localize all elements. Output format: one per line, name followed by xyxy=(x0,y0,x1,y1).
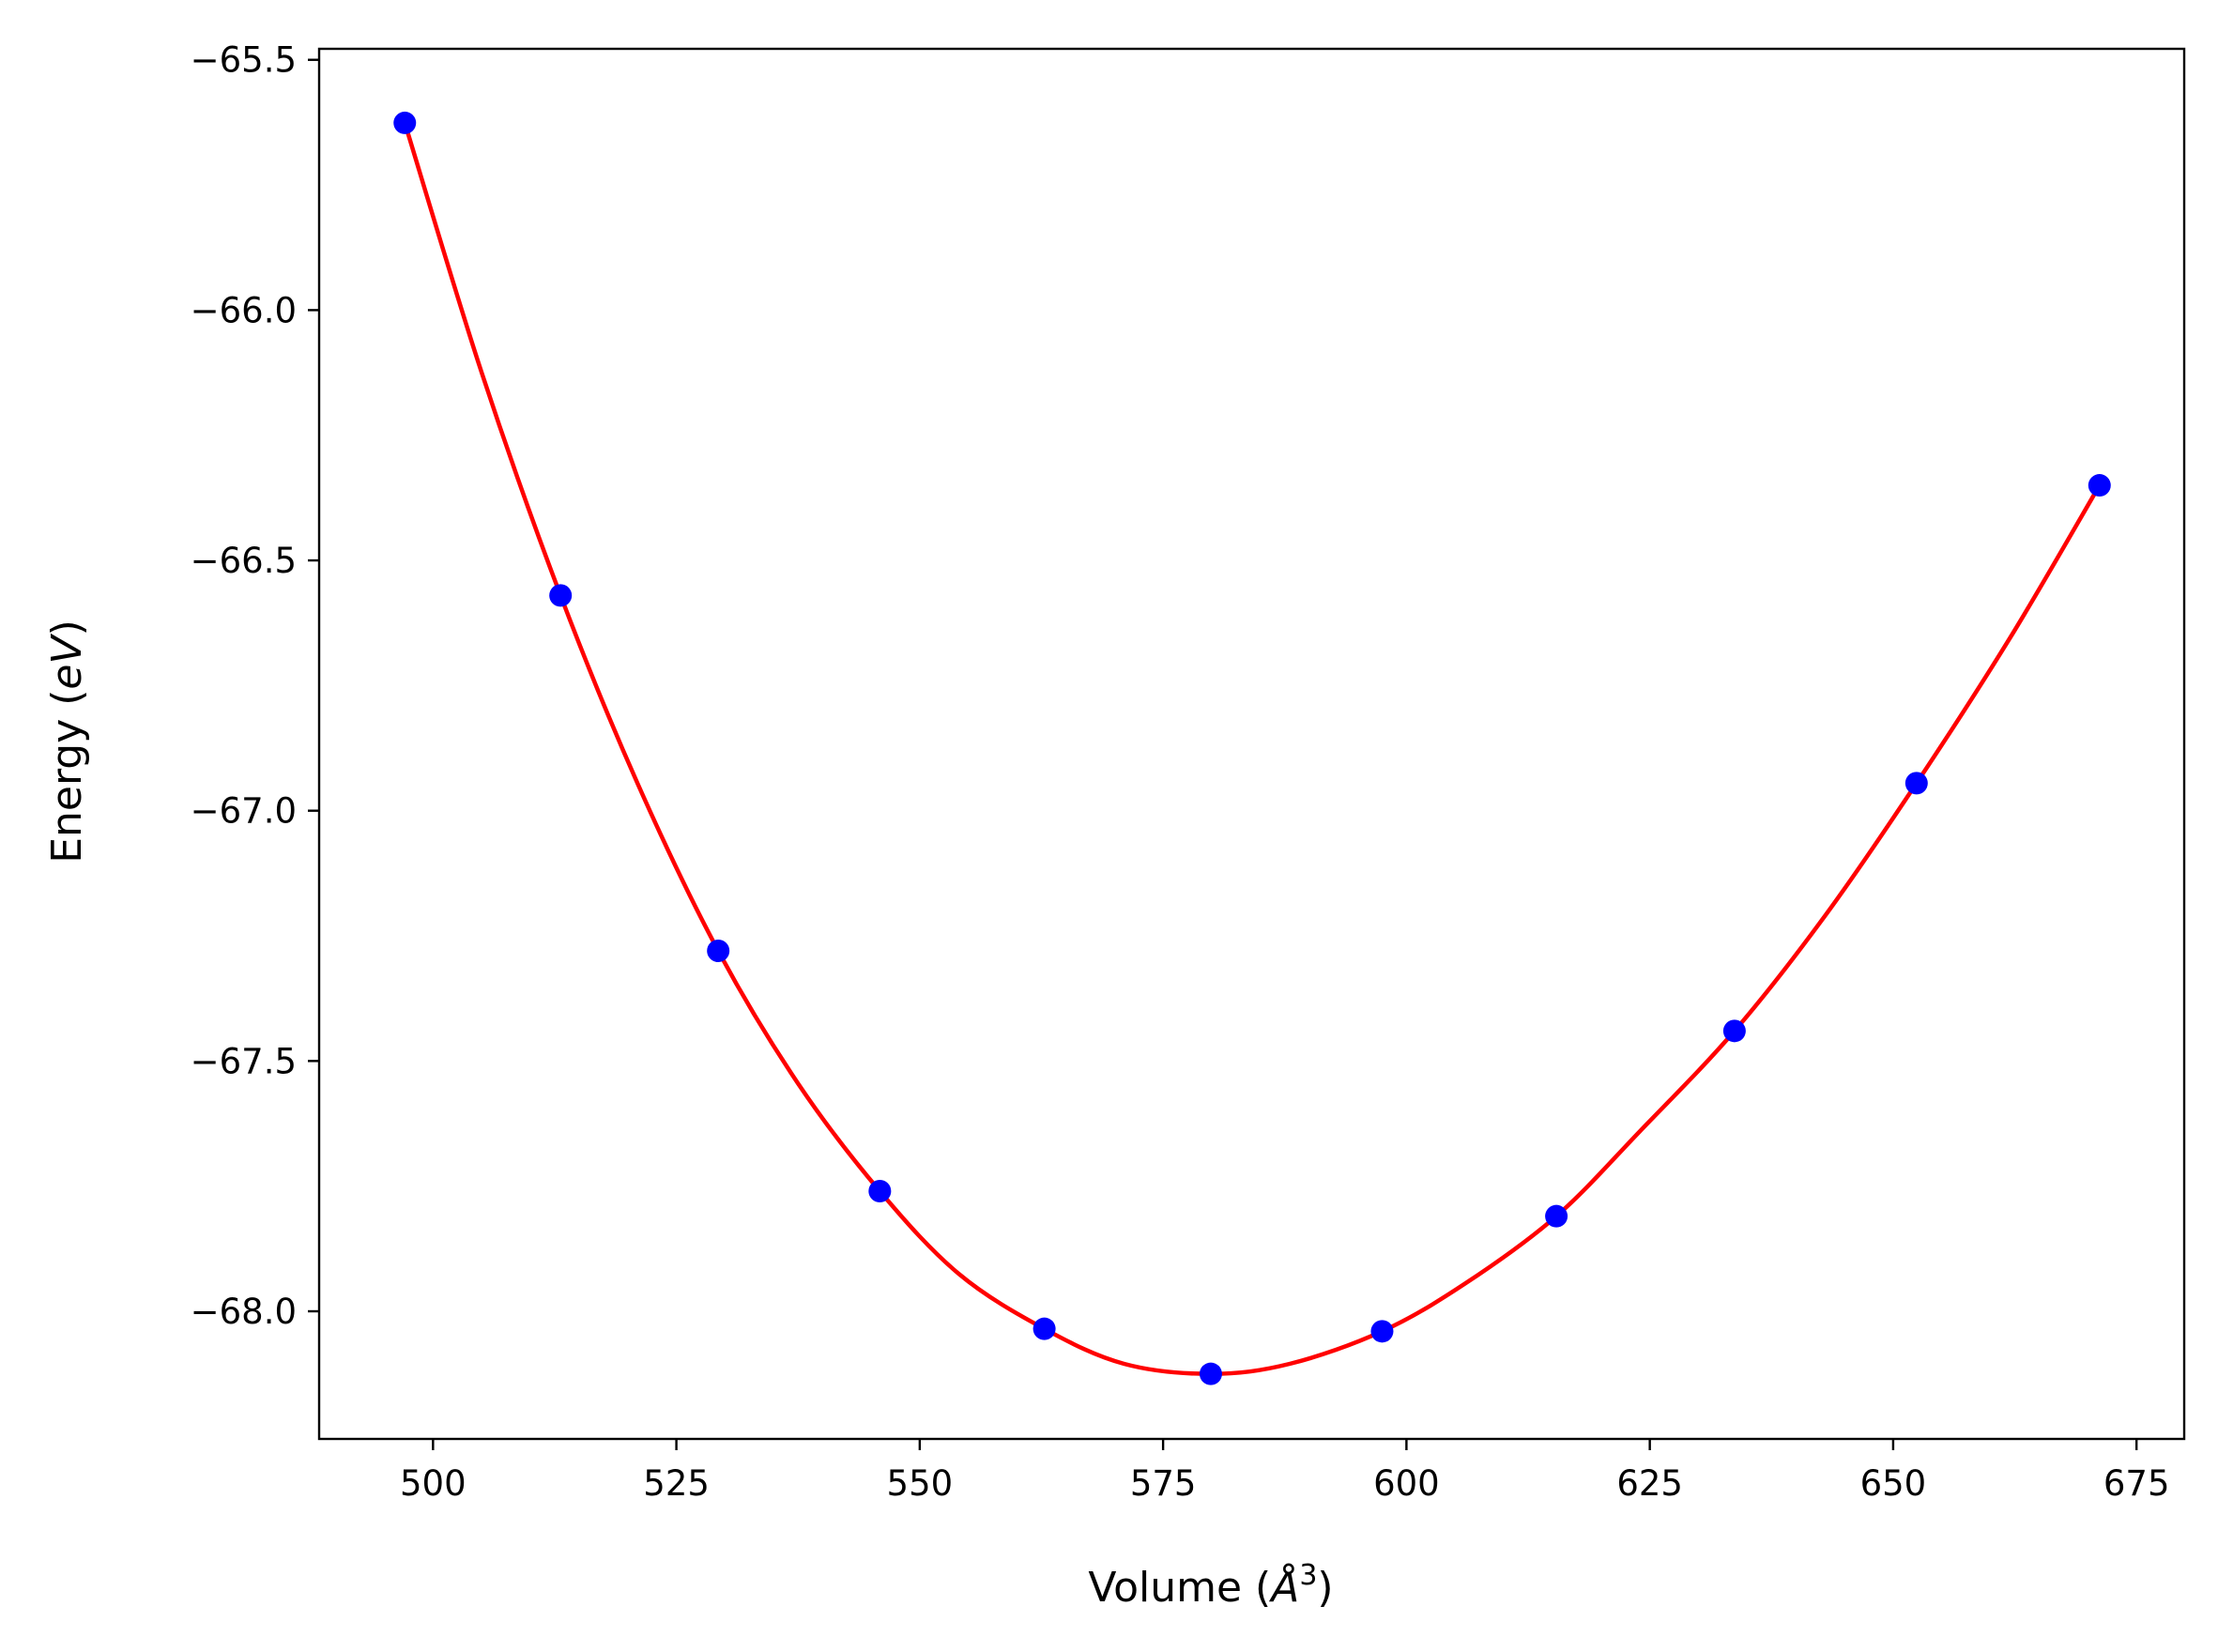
y-tick-label: −66.5 xyxy=(191,541,297,581)
x-tick-label: 675 xyxy=(2103,1463,2170,1504)
data-point xyxy=(868,1180,892,1203)
y-axis-label-text: Energy ( xyxy=(43,690,91,864)
y-tick-label: −67.5 xyxy=(191,1041,297,1081)
x-tick-label: 500 xyxy=(400,1463,467,1504)
data-point xyxy=(393,111,417,134)
x-axis-label: Volume (Å3) xyxy=(1088,1559,1333,1612)
data-point xyxy=(1199,1362,1222,1385)
x-tick-label: 550 xyxy=(887,1463,954,1504)
x-axis-label-exponent: 3 xyxy=(1299,1559,1317,1592)
x-tick-label: 575 xyxy=(1130,1463,1197,1504)
y-tick-label: −65.5 xyxy=(191,40,297,81)
data-point xyxy=(1370,1320,1394,1343)
x-axis-label-text: Volume ( xyxy=(1088,1564,1271,1612)
data-point xyxy=(549,584,573,607)
y-axis-label-close: ) xyxy=(43,620,91,635)
x-axis-label-unit: Å xyxy=(1268,1562,1299,1612)
y-axis-label: Energy (eV) xyxy=(43,620,91,864)
plot-area xyxy=(393,111,2111,1385)
x-tick-label: 525 xyxy=(643,1463,710,1504)
data-point xyxy=(1722,1019,1746,1043)
y-tick-label: −66.0 xyxy=(191,290,297,330)
x-tick-label: 625 xyxy=(1616,1463,1683,1504)
x-tick-label: 600 xyxy=(1373,1463,1440,1504)
x-axis-label-close: ) xyxy=(1317,1564,1333,1612)
data-point xyxy=(707,940,730,963)
data-point xyxy=(1545,1204,1568,1228)
y-tick-label: −68.0 xyxy=(191,1292,297,1332)
y-tick-label: −67.0 xyxy=(191,791,297,832)
y-axis-label-unit: eV xyxy=(43,634,91,690)
axes-frame xyxy=(317,47,2186,1441)
fit-curve-line xyxy=(403,122,2102,1376)
data-point xyxy=(1904,772,1928,795)
data-point xyxy=(1033,1317,1056,1340)
data-point xyxy=(2088,474,2111,497)
x-tick-label: 650 xyxy=(1860,1463,1927,1504)
axes: 500 525 550 575 600 625 650 675 −65.5 −66.0 −66.5 −… xyxy=(191,40,2186,1504)
